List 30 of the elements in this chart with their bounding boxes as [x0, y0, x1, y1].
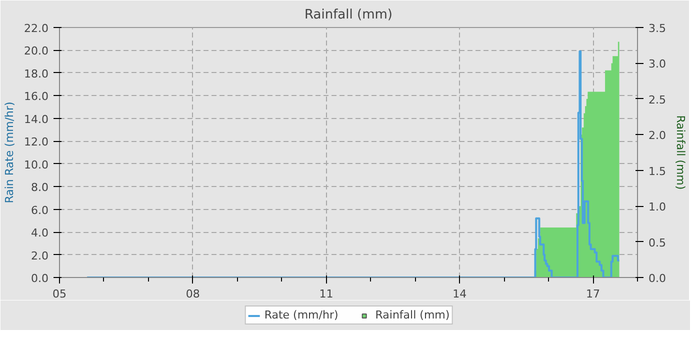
- y2-tick-label: 1.0: [648, 200, 666, 214]
- y2-tick-label: 3.0: [648, 58, 666, 71]
- y2-tick-label: 2.0: [648, 129, 666, 142]
- y2-tick-label: 1.5: [648, 164, 666, 178]
- legend-label: Rainfall (mm): [375, 308, 450, 322]
- y2-tick-label: 2.5: [648, 93, 666, 106]
- y-tick-label: 0.0: [31, 272, 49, 285]
- y2-tick-label: 0.0: [648, 272, 666, 285]
- y-tick-label: 10.0: [24, 158, 49, 172]
- chart-title: Rainfall (mm): [304, 8, 392, 22]
- y-tick-label: 20.0: [24, 44, 49, 58]
- x-tick-label: 17: [586, 288, 600, 300]
- x-tick-label: 08: [186, 288, 200, 300]
- x-tick-label: 14: [452, 288, 467, 300]
- y-tick-label: 12.0: [24, 136, 49, 149]
- x-tick-label: 11: [319, 288, 334, 300]
- y-tick-label: 8.0: [31, 181, 49, 194]
- y2-tick-label: 0.5: [648, 236, 666, 250]
- y-tick-label: 22.0: [24, 22, 49, 35]
- y2-tick-label: 3.5: [648, 22, 666, 35]
- y-tick-label: 4.0: [31, 226, 49, 240]
- y-tick-label: 6.0: [31, 204, 49, 217]
- y-tick-label: 2.0: [31, 249, 49, 262]
- y2-axis-title: Rainfall (mm): [674, 115, 687, 190]
- y-axis-title: Rain Rate (mm/hr): [3, 102, 16, 204]
- legend-label: Rate (mm/hr): [264, 308, 338, 322]
- y-tick-label: 18.0: [24, 67, 49, 80]
- y-tick-label: 14.0: [24, 112, 49, 126]
- y-tick-label: 16.0: [24, 90, 49, 104]
- x-tick-label: 05: [52, 288, 66, 300]
